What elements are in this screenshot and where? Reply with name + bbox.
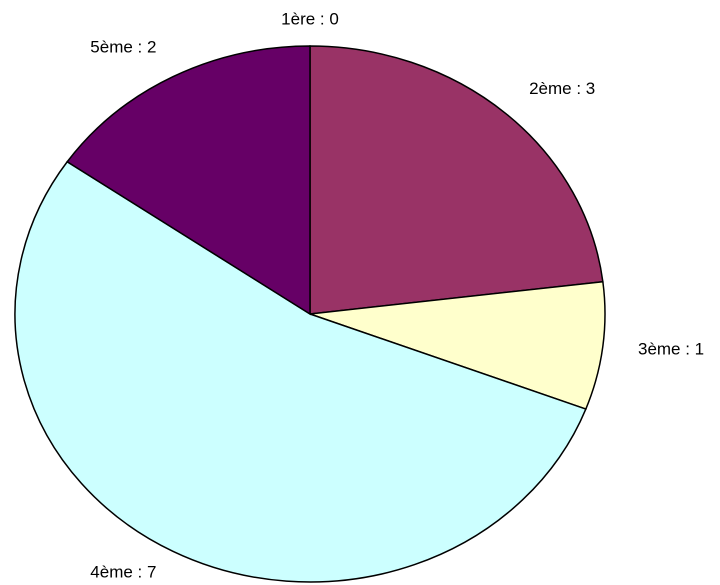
pie-slice <box>309 45 604 315</box>
pie-slice <box>14 160 587 583</box>
slice-label: 5ème : 2 <box>90 38 156 57</box>
slice-label: 3ème : 1 <box>638 340 704 359</box>
slice-label: 1ère : 0 <box>281 9 339 28</box>
pie-slice <box>309 280 606 410</box>
pie-slice <box>66 45 311 316</box>
slice-label: 4ème : 7 <box>90 562 156 581</box>
slice-label: 2ème : 3 <box>529 79 595 98</box>
